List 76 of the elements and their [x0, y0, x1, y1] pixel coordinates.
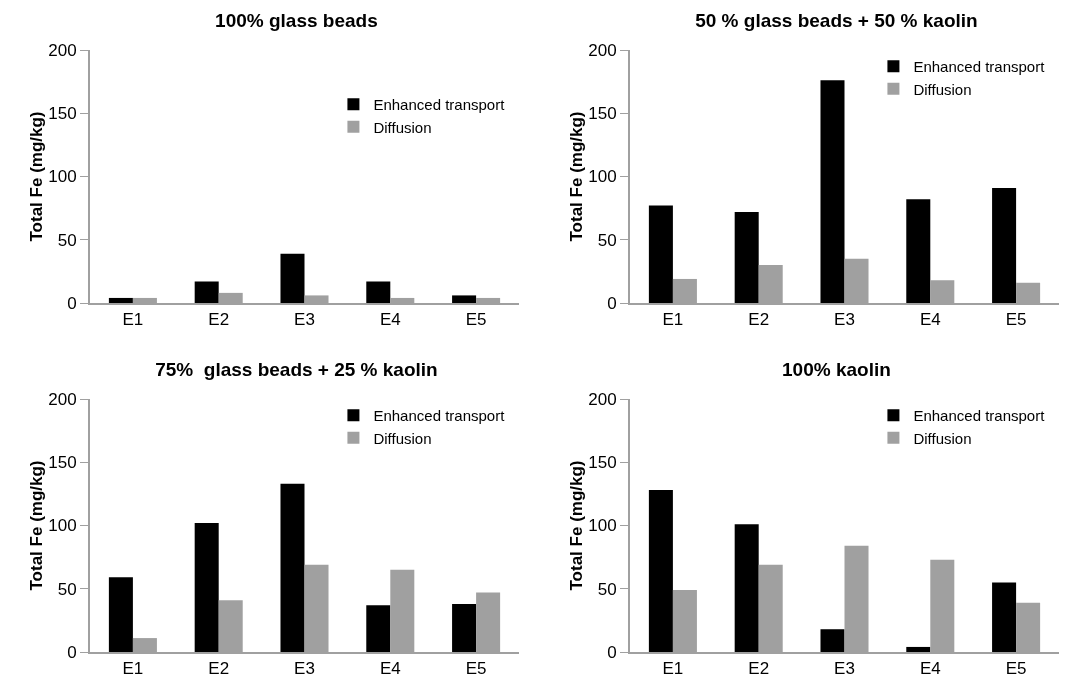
- y-tick-label: 200: [48, 40, 77, 60]
- y-tick-label: 200: [588, 389, 617, 409]
- x-tick-label: E4: [379, 659, 401, 679]
- bar: [648, 205, 673, 303]
- y-tick-label: 200: [48, 389, 77, 409]
- x-tick-label: E1: [122, 659, 144, 679]
- y-tick-label: 50: [597, 579, 617, 599]
- x-tick-label: E2: [208, 310, 230, 330]
- y-tick-label: 150: [588, 453, 617, 473]
- bar: [366, 281, 391, 303]
- y-tick-label: 0: [607, 642, 617, 662]
- bar: [734, 211, 759, 303]
- bar: [452, 603, 477, 652]
- legend-label: Enhanced transport: [913, 407, 1046, 425]
- legend-label: Diffusion: [913, 80, 972, 98]
- y-tick-label: 150: [48, 453, 77, 473]
- x-tick-label: E4: [919, 659, 941, 679]
- x-tick-label: E1: [122, 310, 144, 330]
- y-axis-title: Total Fe (mg/kg): [567, 111, 587, 242]
- bar: [280, 253, 305, 303]
- x-tick-label: E1: [662, 659, 684, 679]
- bar: [906, 646, 931, 652]
- x-tick-label: E2: [748, 310, 770, 330]
- bar: [992, 187, 1017, 303]
- x-tick-label: E3: [294, 659, 315, 679]
- x-tick-label: E5: [1005, 310, 1027, 330]
- bar: [648, 490, 673, 652]
- y-axis-title: Total Fe (mg/kg): [27, 460, 47, 591]
- y-tick-label: 100: [48, 167, 77, 187]
- x-tick-label: E3: [294, 310, 315, 330]
- y-tick-label: 200: [588, 40, 617, 60]
- chart-title: 100% glass beads: [215, 10, 378, 32]
- y-tick-label: 0: [67, 293, 77, 313]
- y-tick-label: 100: [48, 516, 77, 536]
- y-tick-label: 50: [57, 579, 77, 599]
- legend-label: Enhanced transport: [913, 58, 1046, 76]
- x-tick-label: E2: [208, 659, 230, 679]
- x-tick-label: E4: [379, 310, 401, 330]
- bar: [366, 605, 391, 652]
- x-tick-label: E4: [919, 310, 941, 330]
- bar: [194, 522, 219, 652]
- chart-title: 100% kaolin: [782, 359, 891, 381]
- bar: [992, 582, 1017, 652]
- y-axis-title: Total Fe (mg/kg): [567, 460, 587, 591]
- legend-label: Diffusion: [373, 118, 432, 136]
- x-tick-label: E5: [465, 310, 487, 330]
- legend-label: Enhanced transport: [373, 407, 506, 425]
- bar: [108, 577, 133, 652]
- y-tick-label: 100: [588, 516, 617, 536]
- y-tick-label: 100: [588, 167, 617, 187]
- chart-title: 50 % glass beads + 50 % kaolin: [695, 10, 978, 32]
- bar: [108, 297, 133, 303]
- y-tick-label: 50: [597, 230, 617, 250]
- bar: [820, 80, 845, 303]
- x-tick-label: E1: [662, 310, 684, 330]
- y-tick-label: 50: [57, 230, 77, 250]
- y-tick-label: 0: [607, 293, 617, 313]
- bar: [906, 199, 931, 303]
- chart-title: 75% glass beads + 25 % kaolin: [155, 359, 438, 381]
- y-tick-label: 0: [67, 642, 77, 662]
- x-tick-label: E3: [834, 659, 855, 679]
- bar: [280, 483, 305, 652]
- x-tick-label: E2: [748, 659, 770, 679]
- x-tick-label: E3: [834, 310, 855, 330]
- y-axis-title: Total Fe (mg/kg): [27, 111, 47, 242]
- legend-label: Diffusion: [913, 429, 972, 447]
- x-tick-label: E5: [1005, 659, 1027, 679]
- bar: [820, 629, 845, 652]
- x-tick-label: E5: [465, 659, 487, 679]
- legend-label: Diffusion: [373, 429, 432, 447]
- y-tick-label: 150: [48, 104, 77, 124]
- bar: [194, 281, 219, 303]
- legend-label: Enhanced transport: [373, 96, 506, 114]
- bar: [734, 524, 759, 652]
- y-tick-label: 150: [588, 104, 617, 124]
- bar: [452, 295, 477, 303]
